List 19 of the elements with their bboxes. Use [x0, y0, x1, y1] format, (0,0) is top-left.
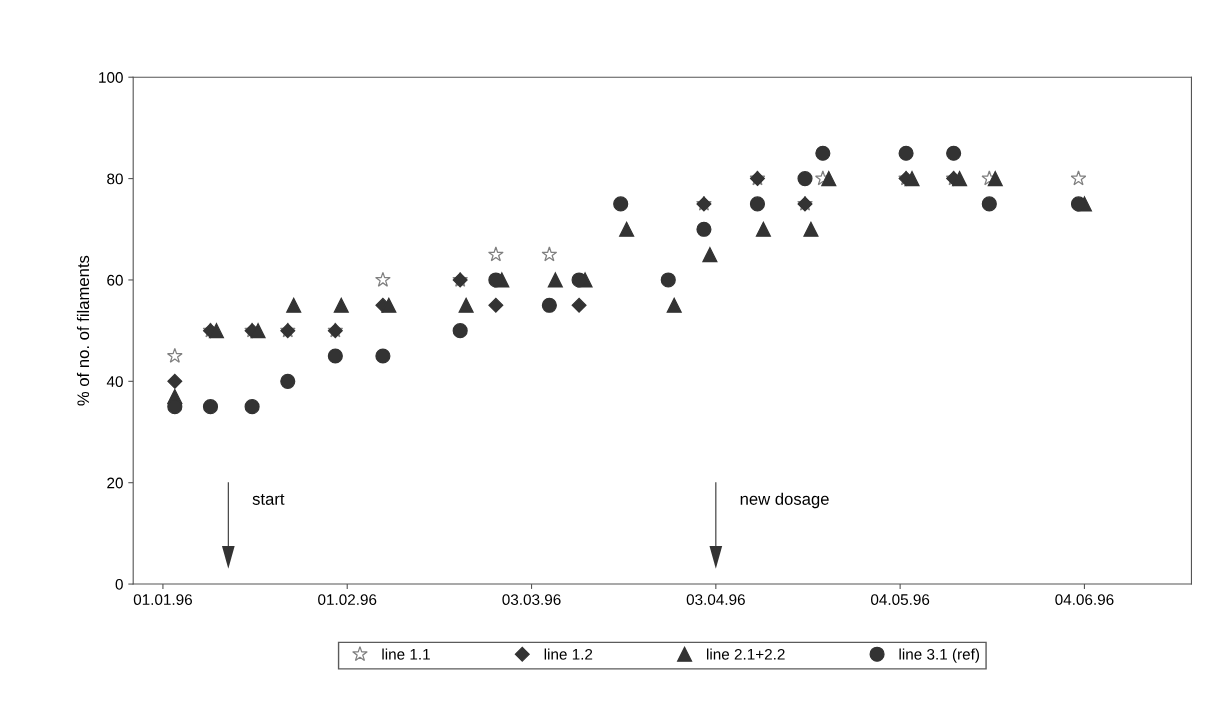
x-tick-label: 01.02.96 — [318, 594, 377, 606]
y-tick-label: 40 — [106, 376, 123, 388]
y-tick-label: 20 — [107, 477, 123, 489]
x-tick-label: 04.05.96 — [871, 594, 930, 606]
y-tick-label: 60 — [107, 274, 123, 286]
legend-label: line 1.1 — [382, 648, 430, 660]
y-axis-title: % of no. of filaments — [76, 255, 90, 406]
legend-label: line 2.1+2.2 — [707, 648, 785, 660]
x-tick-label: 01.01.96 — [133, 594, 192, 606]
y-tick-label: 0 — [115, 578, 123, 590]
x-tick-label: 04.06.96 — [1055, 594, 1114, 606]
y-tick-label: 100 — [99, 72, 123, 83]
legend-label: line 3.1 (ref) — [899, 648, 980, 663]
legend-label: line 1.2 — [544, 648, 593, 660]
ref-line-label: start — [252, 493, 285, 505]
y-tick-label: 80 — [107, 173, 123, 185]
ref-line-label: new dosage — [740, 492, 829, 509]
x-tick-label: 03.03.96 — [502, 594, 561, 606]
x-tick-label: 03.04.96 — [686, 594, 745, 606]
